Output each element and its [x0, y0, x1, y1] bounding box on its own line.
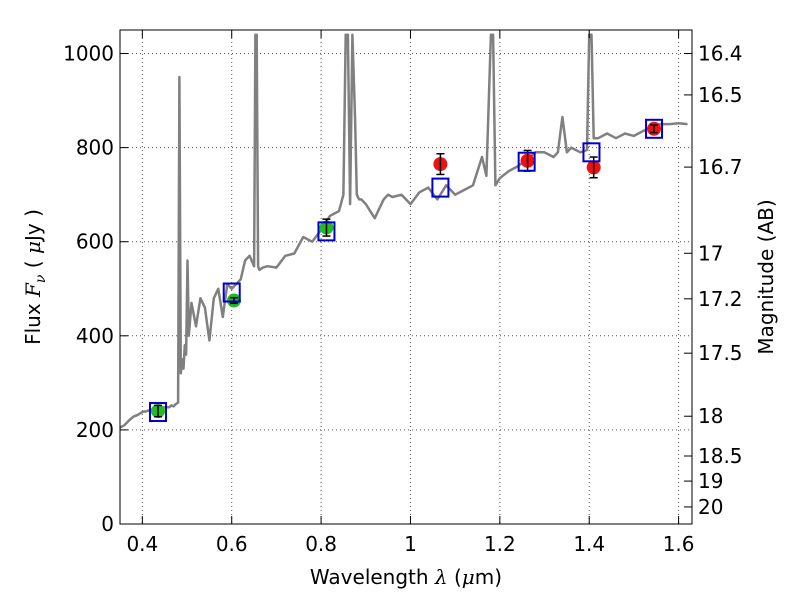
x-tick-label: 1.6	[663, 532, 695, 556]
data-marks	[148, 118, 664, 423]
y-right-tick-label: 16.7	[698, 155, 743, 179]
model-flux-box	[582, 142, 601, 163]
plot-frame	[119, 29, 693, 525]
model-flux-box	[517, 151, 536, 172]
x-axis-label: Wavelength λ (μm)	[310, 565, 502, 589]
spectrum-line	[120, 33, 688, 429]
y-right-tick-label: 16.5	[698, 83, 743, 107]
y-tick-label: 600	[76, 230, 114, 254]
x-tick-label: 0.4	[126, 532, 158, 556]
x-tick-label: 1.2	[484, 532, 516, 556]
y-right-axis-label: Magnitude (AB)	[754, 199, 778, 354]
model-flux-box	[148, 402, 167, 423]
x-tick-label: 1	[404, 532, 417, 556]
y-right-tick-label: 17.5	[698, 341, 743, 365]
model-flux-box	[317, 221, 336, 242]
y-right-tick-label: 19	[698, 469, 723, 493]
y-right-tick-label: 20	[698, 495, 723, 519]
x-tick-label: 1.4	[573, 532, 605, 556]
grid-lines	[120, 30, 692, 524]
y-tick-label: 200	[76, 418, 114, 442]
y-right-tick-label: 16.4	[698, 42, 743, 66]
model-flux-box	[645, 118, 664, 139]
y-right-tick-label: 17	[698, 241, 723, 265]
y-right-tick-label: 18.5	[698, 444, 743, 468]
y-tick-label: 400	[76, 324, 114, 348]
x-tick-label: 0.8	[305, 532, 337, 556]
model-flux-box	[222, 282, 241, 303]
axis-ticks: 0.4 0.6 0.8 1 1.2 1.4 1.6 0 200 400 600 800 1000 16.4…	[63, 30, 743, 556]
y-tick-label: 800	[76, 136, 114, 160]
y-tick-label: 1000	[63, 42, 114, 66]
x-tick-label: 0.6	[216, 532, 248, 556]
spectrum-layer	[120, 33, 688, 429]
y-right-tick-label: 17.2	[698, 287, 743, 311]
y-axis-label: Flux Fν ( μJy )	[21, 209, 49, 345]
model-flux-box	[431, 177, 450, 198]
y-right-tick-label: 18	[698, 404, 723, 428]
y-tick-label: 0	[101, 512, 114, 536]
